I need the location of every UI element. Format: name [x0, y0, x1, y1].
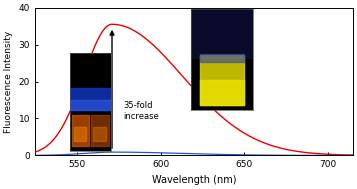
Bar	[200, 53, 244, 62]
Bar	[200, 54, 244, 105]
Bar	[70, 100, 111, 110]
Bar	[74, 127, 86, 141]
Bar	[70, 88, 111, 110]
Bar	[72, 115, 89, 146]
Bar	[191, 9, 253, 57]
Bar	[198, 57, 246, 107]
Bar	[94, 127, 106, 141]
X-axis label: Wavelength (nm): Wavelength (nm)	[152, 175, 236, 185]
Text: 35-fold
increase: 35-fold increase	[124, 101, 160, 121]
Bar	[200, 80, 244, 105]
Y-axis label: Fluorescence Intensity: Fluorescence Intensity	[4, 30, 13, 133]
Bar	[91, 115, 109, 146]
